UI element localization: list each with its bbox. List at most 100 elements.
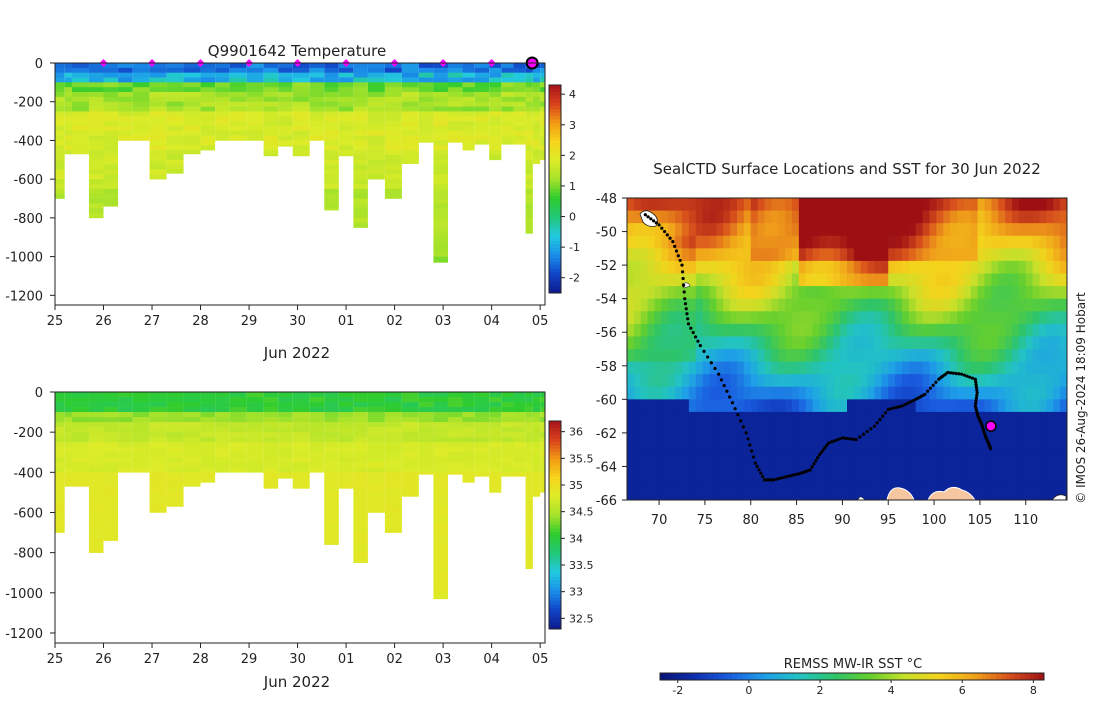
sst-cell	[819, 399, 827, 413]
sst-cell	[888, 361, 896, 375]
section-cell	[433, 542, 448, 548]
section-cell	[149, 477, 167, 483]
section-cell	[474, 462, 490, 468]
section-cell	[132, 130, 150, 136]
sst-cell	[977, 311, 985, 325]
section-cell	[278, 72, 293, 78]
sst-cell	[957, 223, 965, 237]
section-cell	[103, 472, 119, 478]
track-point	[973, 377, 977, 381]
sst-cell	[1025, 311, 1034, 325]
y-tick-label: 0	[35, 386, 43, 401]
colorbar-segment	[818, 673, 824, 680]
section-cell	[401, 437, 419, 443]
sst-cell	[1025, 349, 1034, 362]
section-cell	[278, 397, 293, 403]
sst-cell	[895, 424, 903, 438]
sst-cell	[757, 311, 765, 325]
sst-cell	[627, 198, 635, 211]
section-cell	[103, 159, 119, 165]
sst-cell	[991, 235, 999, 249]
section-cell	[532, 397, 541, 403]
sst-cell	[957, 462, 965, 476]
section-cell	[292, 72, 310, 78]
colorbar-segment	[741, 673, 747, 680]
sst-cell	[778, 411, 786, 425]
sst-cell	[737, 223, 745, 237]
section-cell	[525, 462, 533, 468]
section-cell	[401, 130, 419, 136]
sst-cell	[792, 361, 800, 375]
sst-cell	[984, 235, 992, 249]
sst-cell	[936, 311, 944, 325]
salinity-heatmap	[55, 392, 545, 600]
section-cell	[367, 164, 385, 170]
sst-cell	[633, 411, 642, 425]
section-cell	[183, 477, 201, 483]
sst-cell	[853, 411, 862, 425]
section-cell	[462, 82, 475, 88]
sst-cell	[874, 298, 882, 312]
sst-cell	[757, 374, 765, 388]
sst-cell	[970, 286, 979, 300]
sst-cell	[888, 286, 896, 300]
sst-cell	[957, 286, 965, 300]
sst-cell	[977, 260, 985, 274]
sst-cell	[812, 399, 820, 413]
sst-cell	[943, 198, 951, 211]
section-cell	[309, 116, 325, 122]
section-cell	[55, 392, 65, 398]
section-cell	[338, 457, 354, 463]
sst-cell	[661, 349, 669, 362]
section-cell	[71, 477, 89, 483]
section-cell	[292, 422, 310, 428]
section-cell	[418, 130, 434, 136]
sst-cell	[984, 198, 992, 211]
section-cell	[353, 512, 368, 518]
section-cell	[462, 447, 475, 453]
section-cell	[292, 130, 310, 136]
section-cell	[246, 392, 264, 398]
section-cell	[55, 130, 65, 136]
section-cell	[246, 432, 264, 438]
section-cell	[309, 92, 325, 98]
section-cell	[324, 188, 339, 194]
section-cell	[309, 121, 325, 127]
sst-cell	[970, 487, 979, 501]
colorbar-tick-label: -2	[672, 684, 683, 697]
sst-cell	[1039, 235, 1047, 249]
sst-cell	[860, 198, 869, 211]
section-cell	[401, 135, 419, 141]
section-cell	[183, 87, 201, 93]
sst-cell	[743, 260, 752, 274]
section-cell	[55, 512, 65, 518]
section-cell	[433, 261, 448, 263]
colorbar-segment	[688, 673, 695, 680]
sst-cell	[695, 462, 704, 476]
section-cell	[532, 135, 541, 141]
colorbar-segment	[549, 601, 561, 606]
section-cell	[353, 557, 368, 563]
sst-cell	[819, 349, 827, 362]
section-cell	[246, 402, 264, 408]
section-cell	[324, 472, 339, 478]
section-cell	[103, 198, 119, 204]
section-cell	[183, 407, 201, 413]
sst-cell	[709, 374, 717, 388]
sst-cell	[977, 374, 985, 388]
section-cell	[118, 432, 133, 438]
section-cell	[384, 184, 402, 190]
section-cell	[447, 82, 463, 88]
section-cell	[118, 467, 133, 473]
sst-cell	[688, 349, 697, 362]
section-cell	[401, 101, 419, 107]
sst-cell	[654, 323, 662, 337]
section-cell	[418, 392, 434, 398]
x-tick-label: 04	[483, 652, 500, 667]
sst-cell	[874, 260, 882, 274]
section-cell	[433, 532, 448, 538]
sst-cell	[895, 462, 903, 476]
section-cell	[88, 407, 104, 413]
section-cell	[149, 502, 167, 508]
sst-cell	[764, 336, 772, 350]
